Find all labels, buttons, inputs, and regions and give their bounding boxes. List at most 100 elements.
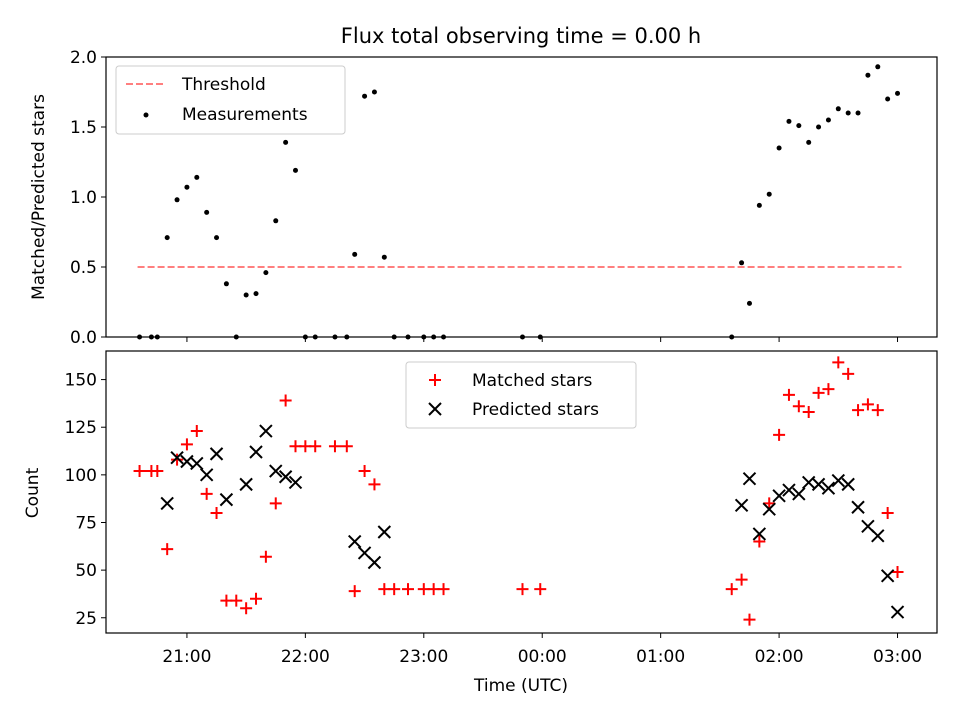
ratio-y-tick-label: 0.5 (70, 258, 97, 278)
measurement-point (184, 184, 190, 190)
matched-star-point (516, 583, 529, 596)
matched-star-point (773, 428, 786, 441)
matched-star-point (180, 438, 193, 451)
predicted-star-point (367, 555, 382, 570)
x-tick-label: 22:00 (281, 647, 330, 667)
legend-measurements-label: Measurements (182, 105, 308, 125)
matched-star-point (753, 535, 766, 548)
matched-star-point (871, 404, 884, 417)
matched-star-point (743, 613, 756, 626)
matched-star-point (309, 440, 322, 453)
x-tick-label: 23:00 (399, 647, 448, 667)
legend-threshold-label: Threshold (181, 75, 266, 95)
matched-star-point (812, 386, 825, 399)
ratio-plot-marks (137, 64, 902, 340)
matched-star-point (735, 573, 748, 586)
x-axis-label: Time (UTC) (473, 676, 568, 696)
matched-star-point (210, 506, 223, 519)
count-y-tick-label: 125 (65, 418, 97, 438)
predicted-star-point (782, 483, 796, 497)
count-y-tick-label: 25 (75, 609, 97, 629)
matched-star-point (161, 543, 174, 556)
count-y-tick-label: 75 (75, 513, 97, 533)
measurement-point (381, 254, 387, 260)
predicted-star-point (288, 475, 303, 490)
x-tick-label: 02:00 (755, 647, 804, 667)
count-y-tick-label: 150 (65, 371, 97, 391)
measurement-point (816, 124, 822, 130)
predicted-star-point (209, 447, 224, 461)
measurement-point (756, 202, 762, 208)
predicted-star-point (851, 500, 865, 514)
matched-star-point (881, 506, 894, 519)
matched-star-point (725, 583, 738, 596)
measurement-point (214, 235, 220, 241)
predicted-star-point (811, 477, 826, 492)
matched-star-point (852, 404, 865, 417)
predicted-star-point (219, 492, 234, 507)
ratio-y-tick-label: 0.0 (70, 328, 97, 348)
matched-star-point (792, 400, 805, 413)
predicted-star-point (792, 487, 806, 501)
matched-star-point (534, 583, 547, 596)
measurement-point (766, 191, 772, 197)
predicted-star-point (831, 473, 846, 488)
ratio-panel: 0.00.51.01.52.0 Matched/Predicted stars … (29, 48, 938, 348)
figure-title: Flux total observing time = 0.00 h (341, 24, 701, 48)
predicted-star-point (821, 481, 836, 495)
matched-star-point (861, 398, 874, 411)
measurement-point (746, 300, 752, 306)
predicted-star-point (752, 527, 767, 541)
matched-star-point (340, 440, 353, 453)
x-tick-label: 00:00 (518, 647, 567, 667)
ratio-legend-box (115, 65, 346, 135)
predicted-star-point (249, 445, 263, 459)
predicted-star-point (278, 470, 293, 484)
ratio-y-tick-label: 1.0 (70, 188, 97, 208)
legend-measurements-swatch (143, 112, 149, 118)
x-tick-label: 03:00 (873, 647, 922, 667)
matched-star-point (358, 465, 371, 478)
measurement-point (362, 93, 368, 99)
count-plot-marks (133, 356, 905, 626)
predicted-star-point (259, 424, 273, 438)
predicted-star-point (269, 464, 283, 478)
matched-star-point (259, 550, 272, 563)
count-plot-frame (105, 350, 938, 634)
matched-star-point (388, 583, 401, 596)
predicted-star-point (160, 496, 174, 511)
matched-star-point (891, 566, 904, 579)
legend-matched-label: Matched stars (472, 371, 592, 391)
measurement-point (796, 123, 802, 129)
predicted-star-point (871, 529, 885, 543)
matched-star-point (240, 602, 253, 615)
measurement-point (273, 218, 279, 224)
predicted-star-point (762, 502, 776, 516)
predicted-star-point (880, 569, 895, 583)
matched-star-point (328, 440, 341, 453)
measurement-point (825, 117, 831, 123)
measurement-point (776, 145, 782, 151)
predicted-star-point (239, 477, 253, 492)
matched-star-point (368, 478, 381, 491)
count-axis-ticks: 25 50 75 100 125 150 21:00 22:00 23:00 00:00 01:00… (65, 371, 922, 667)
matched-star-point (230, 594, 243, 607)
measurement-point (223, 281, 229, 287)
predicted-star-point (377, 525, 392, 539)
measurement-point (243, 292, 249, 298)
ratio-y-axis-label: Matched/Predicted stars (29, 94, 49, 300)
matched-star-point (782, 388, 795, 401)
measurement-point (875, 64, 881, 70)
ratio-legend: Threshold Measurements (115, 65, 346, 135)
x-tick-label: 21:00 (162, 647, 211, 667)
measurement-point (194, 174, 200, 180)
count-y-axis-label: Count (23, 467, 43, 518)
matched-star-point (763, 497, 776, 510)
measurement-point (292, 167, 298, 173)
matched-star-point (190, 425, 203, 438)
predicted-star-point (841, 477, 855, 492)
measurement-point (164, 235, 170, 241)
measurement-point (283, 139, 289, 145)
matched-star-point (151, 465, 164, 478)
predicted-star-point (734, 498, 749, 513)
